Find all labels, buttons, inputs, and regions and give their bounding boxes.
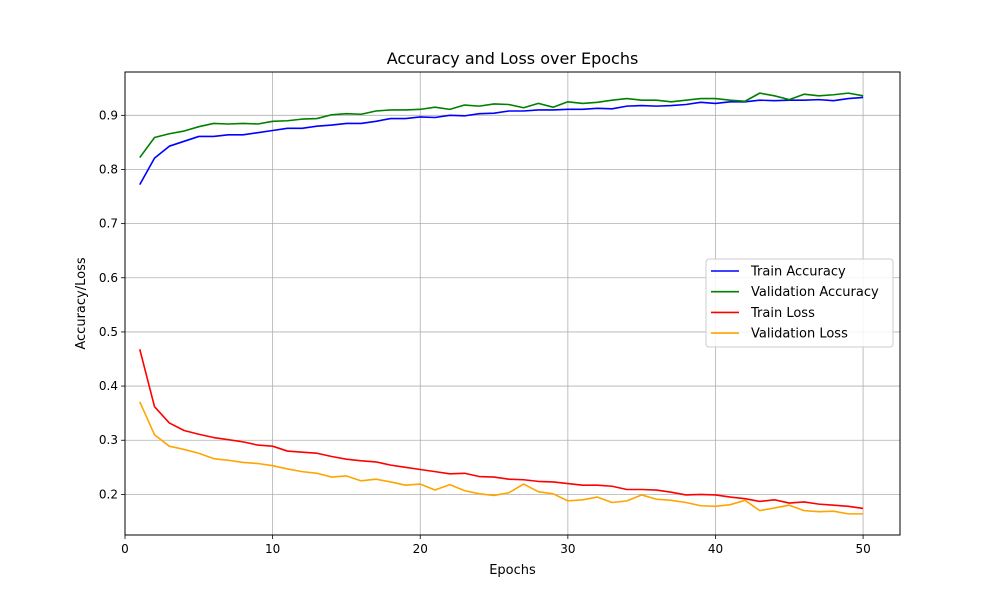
x-tick-label: 30 bbox=[560, 542, 575, 556]
plot-frame bbox=[124, 71, 901, 536]
x-axis-label: Epochs bbox=[489, 563, 536, 578]
series-line-validation-accuracy bbox=[139, 92, 864, 159]
y-tick-label: 0.9 bbox=[99, 108, 118, 122]
y-tick-label: 0.5 bbox=[99, 325, 118, 339]
series-line-validation-loss bbox=[139, 401, 864, 515]
legend-label-validation-accuracy: Validation Accuracy bbox=[751, 285, 879, 300]
x-tick-label: 40 bbox=[708, 542, 723, 556]
series-line-train-loss bbox=[138, 349, 864, 510]
x-tick-label: 20 bbox=[413, 542, 428, 556]
x-tick-label: 50 bbox=[855, 542, 870, 556]
x-tick-label: 0 bbox=[121, 542, 129, 556]
y-tick-label: 0.3 bbox=[99, 433, 118, 447]
chart-title: Accuracy and Loss over Epochs bbox=[387, 49, 639, 68]
legend-label-validation-loss: Validation Loss bbox=[751, 327, 848, 342]
y-tick-label: 0.6 bbox=[99, 271, 118, 285]
legend-box bbox=[705, 258, 894, 348]
y-tick-label: 0.8 bbox=[99, 162, 118, 176]
legend-label-train-accuracy: Train Accuracy bbox=[750, 265, 846, 280]
tick-layer: 0 10 20 30 40 50 0.2 0.3 0.4 0.5 0.6 0.7 0.8 0.9 bbox=[99, 108, 871, 556]
y-tick-label: 0.7 bbox=[99, 217, 118, 231]
legend-label-train-loss: Train Loss bbox=[750, 306, 815, 321]
y-tick-label: 0.2 bbox=[99, 487, 118, 501]
series-layer bbox=[138, 92, 864, 515]
y-axis-label: Accuracy/Loss bbox=[74, 257, 89, 349]
x-tick-label: 10 bbox=[265, 542, 280, 556]
legend: Train Accuracy Validation Accuracy Train L… bbox=[705, 258, 894, 348]
y-tick-label: 0.4 bbox=[99, 379, 118, 393]
